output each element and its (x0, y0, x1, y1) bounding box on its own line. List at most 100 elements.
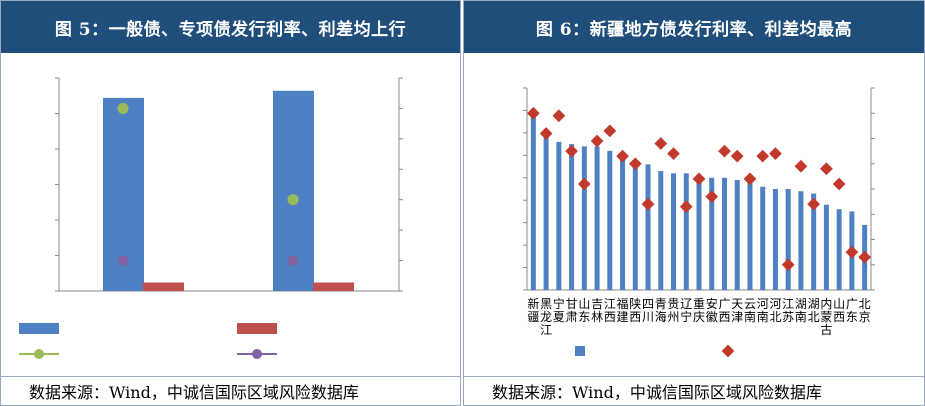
x-tick-label: 陕西 (629, 296, 641, 324)
point-spread (577, 177, 591, 191)
point-spread (781, 258, 795, 272)
bar-rate (632, 162, 638, 290)
x-tick-label: 福建 (617, 296, 629, 324)
point-spread (539, 127, 553, 140)
point-spread (730, 149, 744, 163)
point-spread (743, 172, 757, 186)
legend-swatch (19, 323, 59, 334)
point-spread (794, 159, 808, 173)
bar-rate (581, 146, 587, 290)
point-rate-change (117, 102, 129, 114)
bar-rate (734, 180, 740, 290)
bar-rate (721, 177, 727, 290)
legend-marker (252, 349, 262, 359)
point-spread (603, 124, 617, 138)
x-tick-label: 广西 (718, 297, 730, 324)
bar-rate (658, 171, 664, 290)
point-spread (692, 172, 706, 186)
x-tick-label: 重庆 (693, 297, 705, 324)
bar-rate (836, 209, 842, 290)
x-tick-label: 湖北 (808, 296, 820, 324)
x-tick-label: 河南 (757, 297, 769, 324)
x-tick-label: 山东 (578, 297, 590, 324)
x-tick-label: 辽宁 (680, 297, 692, 324)
source-note-left: 数据来源：Wind，中诚信国际区域风险数据库 (1, 376, 460, 405)
bar-rate (747, 182, 753, 290)
point-spread (679, 200, 693, 214)
bar-spread (313, 282, 354, 291)
x-tick-label: 青海 (655, 297, 667, 324)
point-spread (858, 250, 871, 264)
point-spread (628, 157, 642, 171)
x-tick-label: 江苏 (782, 297, 794, 324)
chart-left-svg (19, 77, 403, 359)
bar-rate (709, 177, 715, 290)
legend-swatch (575, 346, 585, 356)
legend-marker (34, 349, 44, 359)
bar-rate (569, 144, 575, 290)
x-tick-label: 山西 (833, 297, 845, 324)
x-tick-label: 新疆 (527, 296, 539, 324)
bar-rate (683, 173, 689, 290)
chart-panel-left: 图 5：一般债、专项债发行利率、利差均上行 数据来源：Wind，中诚信国际区域风… (0, 0, 461, 406)
x-tick-label: 江西 (604, 297, 616, 324)
point-spread (667, 147, 680, 161)
legend-marker (721, 344, 735, 358)
bar-rate (772, 189, 778, 290)
chart-panel-right: 图 6：新疆地方债发行利率、利差均最高 新疆 黑龙江 宁夏 甘肃 山东 吉林 江西 福建 陕西四… (463, 0, 925, 406)
point-spread (654, 137, 668, 150)
x-tick-label: 内蒙古 (820, 297, 832, 337)
point-spread (552, 109, 566, 123)
point-spread (820, 162, 833, 176)
point-spread (756, 149, 770, 163)
x-tick-label: 贵州 (668, 297, 680, 324)
bar-rate (607, 150, 613, 290)
bar-rate (671, 173, 677, 290)
bar-rate (556, 141, 562, 290)
x-tick-label: 安徽 (706, 296, 718, 324)
x-tick-label: 吉林 (591, 297, 603, 324)
x-tick-label: 宁夏 (553, 296, 565, 324)
point-spread (807, 197, 821, 211)
point-spread (590, 134, 604, 148)
point-spread-change (287, 255, 299, 267)
point-spread (641, 197, 655, 211)
point-spread (565, 144, 578, 158)
x-tick-label: 河北 (769, 297, 781, 324)
point-rate-change (287, 194, 299, 206)
point-spread (832, 177, 846, 191)
x-tick-label: 云南 (744, 297, 756, 324)
chart-title-left: 图 5：一般债、专项债发行利率、利差均上行 (1, 1, 460, 53)
chart-right-svg: 新疆黑龙江宁夏甘肃山东吉林江西福建陕西四川青海贵州辽宁重庆安徽广西天津云南河南河… (523, 87, 875, 358)
point-spread-change (117, 255, 129, 267)
point-spread (616, 149, 629, 163)
x-tick-label: 北京 (859, 297, 871, 324)
point-spread (527, 106, 540, 120)
x-tick-label: 天津 (731, 297, 743, 324)
bar-spread (143, 282, 184, 291)
bar-rate (760, 186, 766, 290)
chart-title-right: 图 6：新疆地方债发行利率、利差均最高 (464, 1, 924, 53)
point-spread (718, 144, 731, 158)
bar-rate (620, 155, 626, 290)
legend-swatch (237, 323, 277, 334)
bar-rate (785, 189, 791, 290)
x-tick-label: 四川 (642, 297, 654, 324)
x-tick-label: 甘肃 (566, 297, 578, 324)
bar-rate (594, 146, 600, 290)
bar-rate (543, 135, 549, 290)
x-tick-label: 湖南 (795, 296, 807, 324)
point-spread (845, 245, 859, 259)
bar-rate (530, 112, 536, 290)
bar-rate (823, 204, 829, 290)
bar-rate (811, 193, 817, 290)
point-spread (769, 147, 782, 161)
x-tick-label: 黑龙江 (540, 297, 552, 337)
source-note-right: 数据来源：Wind，中诚信国际区域风险数据库 (464, 376, 924, 405)
bar-rate (645, 164, 651, 290)
point-spread (705, 190, 719, 203)
bar-rate (798, 191, 804, 290)
x-tick-label: 广东 (846, 297, 858, 324)
bar-rate (696, 175, 702, 290)
